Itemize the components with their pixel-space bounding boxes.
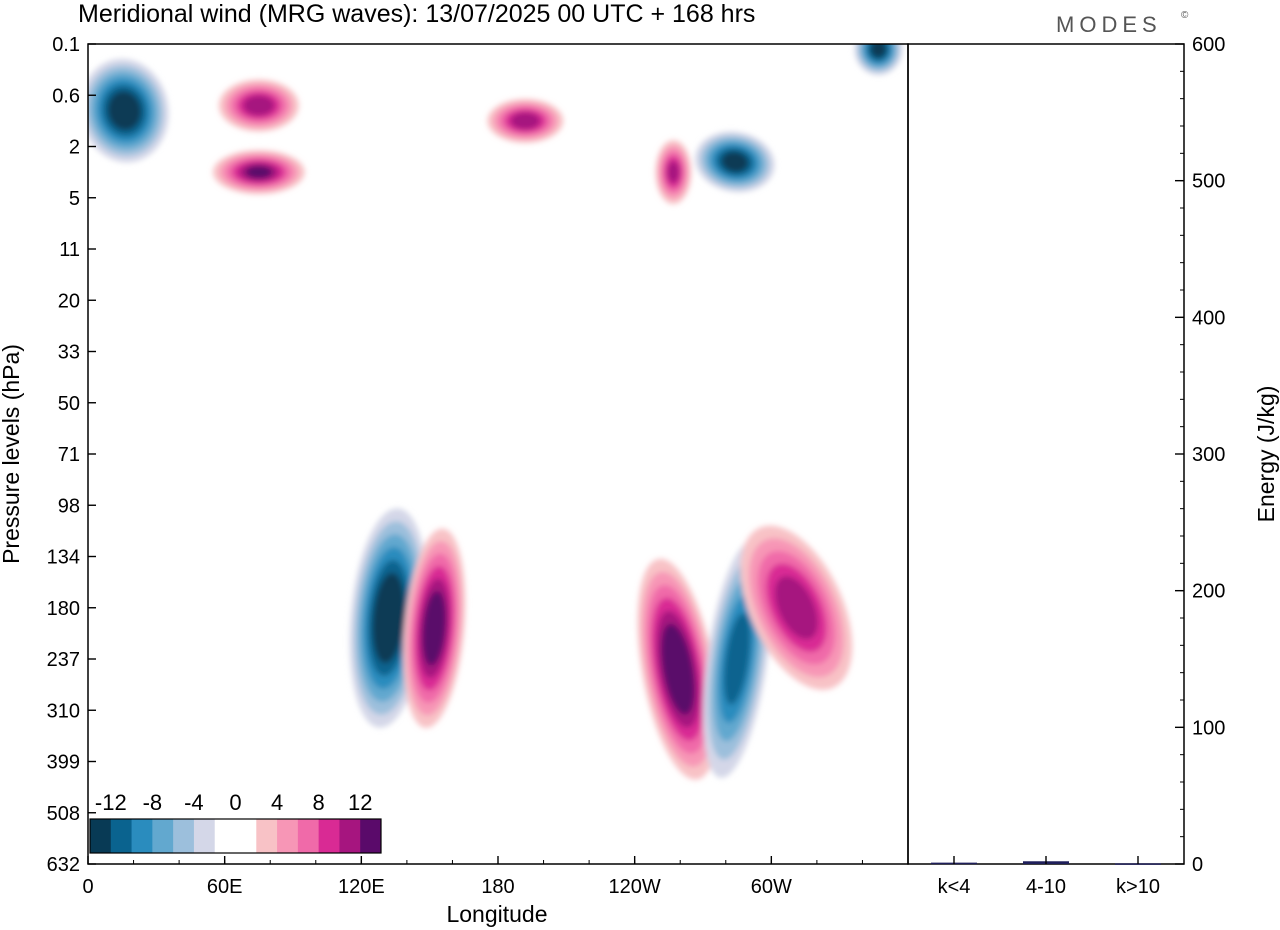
x-tick-label: 60W bbox=[751, 876, 792, 898]
y-tick-label: 237 bbox=[47, 649, 80, 671]
y-tick-label: 2 bbox=[69, 137, 80, 159]
x-tick-label: 60E bbox=[207, 876, 243, 898]
y-tick-label: 50 bbox=[58, 393, 80, 415]
heatmap-feature bbox=[740, 525, 853, 690]
colorbar-swatch bbox=[339, 819, 361, 853]
contour-ring bbox=[377, 585, 401, 651]
energy-tick-label: 100 bbox=[1192, 717, 1225, 739]
energy-tick-label: 600 bbox=[1192, 34, 1225, 56]
colorbar-swatch bbox=[214, 819, 236, 853]
x-tick-label: 120E bbox=[338, 876, 385, 898]
colorbar-swatch bbox=[360, 819, 382, 853]
colorbar-label: 8 bbox=[312, 790, 324, 815]
y-tick-label: 11 bbox=[59, 239, 80, 261]
energy-tick-label: 200 bbox=[1192, 581, 1225, 603]
brand-logo: MODES bbox=[1056, 12, 1162, 37]
colorbar-swatch bbox=[90, 819, 112, 853]
energy-tick-label: 300 bbox=[1192, 444, 1225, 466]
colorbar-label: -12 bbox=[95, 790, 127, 815]
energy-category-label: 4-10 bbox=[1026, 876, 1066, 898]
y-axis-left: 0.1 0.6 2 5 11 20 33 50 71 98 134 180 237 310 399 508 63… bbox=[47, 34, 96, 876]
energy-categories: k<4 4-10 k>10 bbox=[938, 856, 1160, 898]
colorbar-swatch bbox=[152, 819, 174, 853]
colorbar-swatch bbox=[173, 819, 195, 853]
colorbar-swatch bbox=[131, 819, 153, 853]
y-tick-label: 0.6 bbox=[52, 85, 80, 107]
heatmap-contours bbox=[88, 44, 903, 780]
colorbar: -12 -8 -4 0 4 8 12 bbox=[89, 790, 382, 854]
y-tick-label: 134 bbox=[47, 547, 80, 569]
y-tick-label: 98 bbox=[58, 495, 80, 517]
contour-ring bbox=[667, 161, 680, 183]
energy-axis-label: Energy (J/kg) bbox=[1253, 386, 1279, 523]
heatmap-feature bbox=[218, 79, 299, 132]
contour-ring bbox=[510, 112, 540, 130]
colorbar-frame bbox=[89, 818, 382, 854]
x-axis-label: Longitude bbox=[446, 901, 547, 927]
y-axis-label: Pressure levels (hPa) bbox=[0, 344, 24, 564]
contour-ring bbox=[243, 95, 275, 116]
colorbar-swatch bbox=[318, 819, 340, 853]
colorbar-swatch bbox=[256, 819, 278, 853]
energy-tick-label: 500 bbox=[1192, 171, 1225, 193]
energy-bar bbox=[1115, 863, 1161, 865]
colorbar-swatch bbox=[277, 819, 299, 853]
y-tick-label: 33 bbox=[58, 342, 80, 364]
heatmap-feature bbox=[703, 540, 772, 778]
heatmap-feature bbox=[637, 558, 719, 780]
colorbar-label: 12 bbox=[348, 790, 372, 815]
y-tick-label: 632 bbox=[47, 854, 80, 876]
contour-ring bbox=[870, 44, 887, 58]
colorbar-swatch bbox=[297, 819, 320, 853]
contour-ring bbox=[426, 603, 443, 654]
colorbar-swatch bbox=[235, 819, 257, 853]
y-tick-label: 508 bbox=[47, 803, 80, 825]
contour-ring bbox=[721, 151, 749, 172]
brand-copyright-mark: © bbox=[1181, 10, 1189, 21]
contour-ring bbox=[245, 165, 272, 179]
energy-category-label: k<4 bbox=[938, 876, 971, 898]
heatmap-feature bbox=[854, 44, 903, 76]
energy-tick-label: 400 bbox=[1192, 307, 1225, 329]
colorbar-swatch bbox=[110, 819, 133, 853]
energy-category-label: k>10 bbox=[1116, 876, 1160, 898]
y-tick-label: 310 bbox=[47, 700, 80, 722]
energy-tick-label: 0 bbox=[1192, 854, 1203, 876]
contour-ring bbox=[724, 613, 751, 705]
x-tick-label: 180 bbox=[481, 876, 514, 898]
heatmap-feature bbox=[655, 140, 692, 205]
heatmap-feature bbox=[88, 58, 169, 163]
y-tick-label: 180 bbox=[47, 598, 80, 620]
colorbar-label: 4 bbox=[271, 790, 283, 815]
heatmap-feature bbox=[212, 150, 305, 195]
x-tick-label: 120W bbox=[609, 876, 661, 898]
contour-ring bbox=[113, 97, 136, 124]
colorbar-label: 0 bbox=[229, 790, 241, 815]
heatmap-field bbox=[88, 44, 903, 780]
colorbar-label: -8 bbox=[143, 790, 163, 815]
heatmap-feature bbox=[487, 98, 564, 143]
y-tick-label: 20 bbox=[58, 290, 80, 312]
contour-ring bbox=[666, 636, 690, 702]
y-tick-label: 399 bbox=[47, 752, 80, 774]
chart-title: Meridional wind (MRG waves): 13/07/2025 … bbox=[78, 0, 755, 28]
heatmap-feature bbox=[403, 528, 466, 728]
heatmap-frame bbox=[87, 43, 909, 865]
y-tick-label: 0.1 bbox=[52, 34, 80, 56]
y-tick-label: 5 bbox=[69, 188, 80, 210]
colorbar-swatch bbox=[193, 819, 216, 853]
colorbar-label: -4 bbox=[184, 790, 204, 815]
y-axis-right: 0 100 200 300 400 500 600 bbox=[1175, 34, 1225, 876]
x-axis: 0 60E 120E 180 120W 60W bbox=[82, 856, 909, 898]
contour-ring bbox=[774, 576, 818, 640]
heatmap-feature bbox=[695, 131, 775, 193]
energy-panel-frame bbox=[907, 43, 1185, 865]
x-tick-label: 0 bbox=[82, 876, 93, 898]
y-tick-label: 71 bbox=[58, 444, 80, 466]
